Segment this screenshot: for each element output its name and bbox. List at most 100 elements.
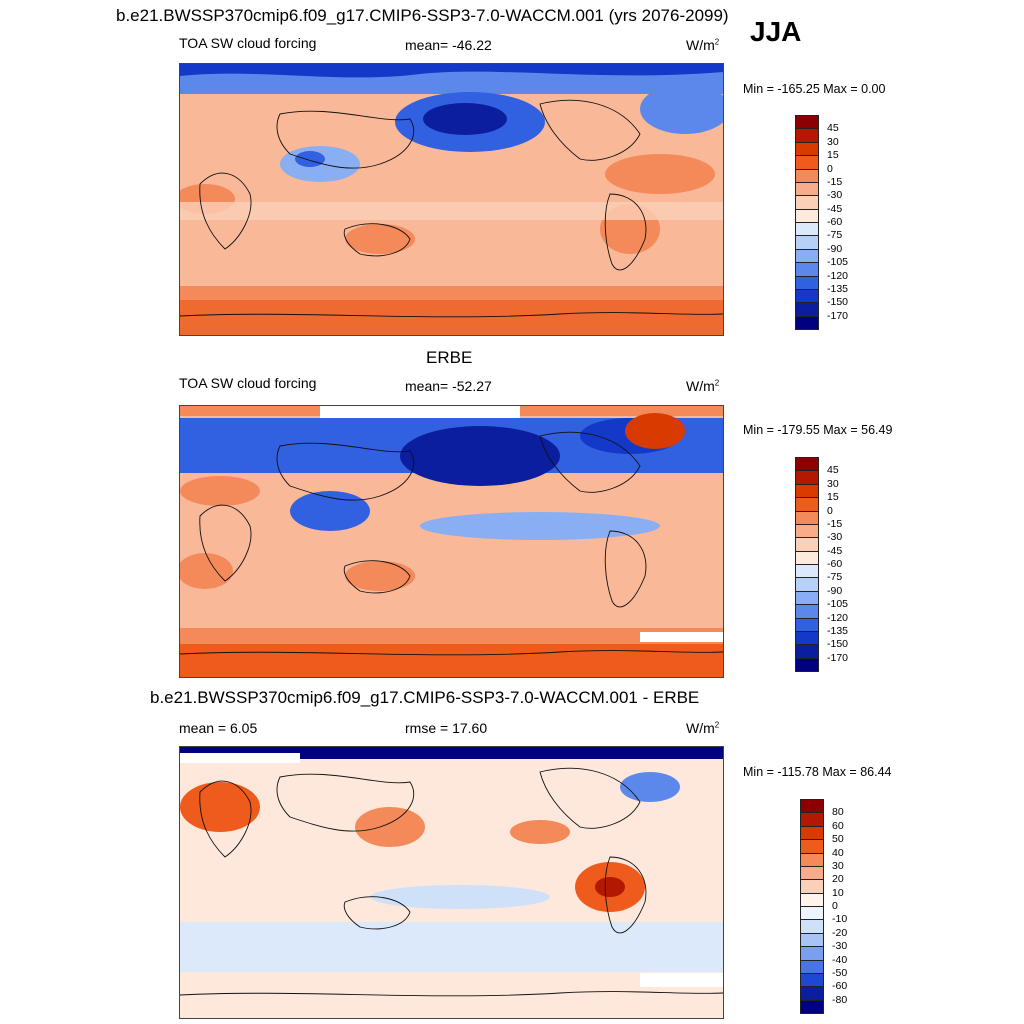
panel2-colorbar: 45 30 15 0 -15 -30 -45 -60 -75 -90 -105 -120 -135 -15… [795,457,855,672]
colorbar-tick-label: -40 [832,953,848,966]
colorbar-swatch [800,959,824,974]
colorbar-tick-label: -170 [827,651,849,664]
p2-australia-red [345,561,415,591]
colorbar-tick-label: -10 [832,913,848,926]
colorbar-swatch [795,288,819,304]
colorbar-tick-label: -60 [832,980,848,993]
panel3-minmax: Min = -115.78 Max = 86.44 [743,765,892,779]
colorbar-tick-label: 60 [832,819,844,832]
p1-atlantic-red [605,154,715,194]
p3-arctic-blue [180,747,723,759]
p3-asia-red [355,807,425,847]
p3-europe-red [180,782,260,832]
panel2-variable-label: TOA SW cloud forcing [179,375,317,391]
colorbar-tick-label: 30 [827,135,839,148]
colorbar-swatch [800,932,824,948]
colorbar-tick-label: 45 [827,122,839,135]
colorbar-swatch [795,657,819,672]
colorbar-swatch [800,825,824,841]
panel1-mean-label: mean= -46.22 [405,37,492,53]
colorbar-swatch [795,208,819,223]
p3-southern-blue [180,922,723,972]
p3-coastlines [180,767,723,997]
panel2-map [179,405,724,678]
colorbar-tick-label: 30 [832,859,844,872]
panel1-units: W/m2 [686,37,720,53]
p2-coastlines [180,431,723,656]
colorbar-tick-label: -150 [827,296,849,309]
colorbar-tick-label: -15 [827,175,843,188]
season-label: JJA [750,16,802,47]
colorbar-swatch [795,523,819,539]
panel1-map [179,63,724,336]
p1-natlantic-low [640,84,723,134]
p3-tropics-blue [370,885,550,909]
p3-missing-north [180,753,300,763]
colorbar-tick-label: -15 [827,517,843,530]
colorbar-tick-label: -75 [827,229,843,242]
colorbar-swatch [795,497,819,512]
panel3-mean-label: mean = 6.05 [179,720,258,736]
panel3-map [179,746,724,1019]
colorbar-swatch [800,852,824,867]
colorbar-tick-label: -135 [827,624,849,637]
colorbar-swatch [800,986,824,1001]
colorbar-swatch [795,644,819,659]
panel1-variable-label: TOA SW cloud forcing [179,35,317,51]
colorbar-swatch [795,577,819,592]
colorbar-swatch [795,537,819,552]
p3-greenland-blue [620,772,680,802]
colorbar-swatch [795,483,819,499]
colorbar-tick-label: 45 [827,464,839,477]
colorbar-swatch [795,128,819,143]
panel3-rmse-label: rmse = 17.60 [405,720,488,736]
colorbar-tick-label: -50 [832,966,848,979]
colorbar-tick-label: -80 [832,993,848,1006]
p2-missing-north [320,406,520,420]
colorbar-tick-label: -60 [827,558,843,570]
colorbar-swatch [795,510,819,525]
panel2-minmax: Min = -179.55 Max = 56.49 [743,423,893,437]
colorbar-tick-label: 30 [827,477,839,490]
colorbar-swatch [795,590,819,606]
panel3-title: b.e21.BWSSP370cmip6.f09_g17.CMIP6-SSP3-7… [150,688,700,707]
colorbar-swatch [795,315,819,330]
panel1-title: b.e21.BWSSP370cmip6.f09_g17.CMIP6-SSP3-7… [116,6,729,25]
colorbar-tick-label: 0 [832,900,838,912]
p3-samerica-core [595,877,625,897]
colorbar-tick-label: -30 [832,940,848,953]
colorbar-swatch [795,457,819,472]
p1-arctic-core [180,64,723,78]
colorbar-tick-label: -105 [827,598,849,611]
p1-tropic-band [180,202,723,220]
panel2-title: ERBE [426,348,473,367]
colorbar-swatch [800,946,824,961]
colorbar-swatch [795,195,819,210]
colorbar-swatch [795,235,819,250]
colorbar-tick-label: -75 [827,571,843,584]
colorbar-swatch [795,470,819,485]
panel3-units: W/m2 [686,720,720,736]
colorbar-tick-label: 80 [832,806,844,819]
p2-itcz [420,512,660,540]
p1-npacific-core [423,103,507,135]
colorbar-tick-label: 40 [832,846,844,859]
colorbar-tick-label: -120 [827,269,849,282]
colorbar-swatch [795,302,819,317]
colorbar-swatch [800,999,824,1014]
colorbar-swatch [800,799,824,814]
colorbar-tick-label: 10 [832,886,844,899]
colorbar-swatch [795,248,819,264]
p1-southern-core [180,300,723,335]
panel3-colorbar: 80 60 50 40 30 20 10 0 -10 -20 -30 -40 -50 -60 -80 [800,799,860,1014]
colorbar-tick-label: -135 [827,282,849,295]
p2-npacific-core [400,426,560,486]
colorbar-tick-label: -30 [827,189,843,202]
p2-sahara-red [180,476,260,506]
colorbar-tick-label: -90 [827,242,843,255]
colorbar-swatch [795,141,819,157]
colorbar-tick-label: 0 [827,162,833,175]
colorbar-tick-label: -20 [832,926,848,939]
p2-southern-core [180,644,723,677]
p2-missing-south [640,632,723,642]
